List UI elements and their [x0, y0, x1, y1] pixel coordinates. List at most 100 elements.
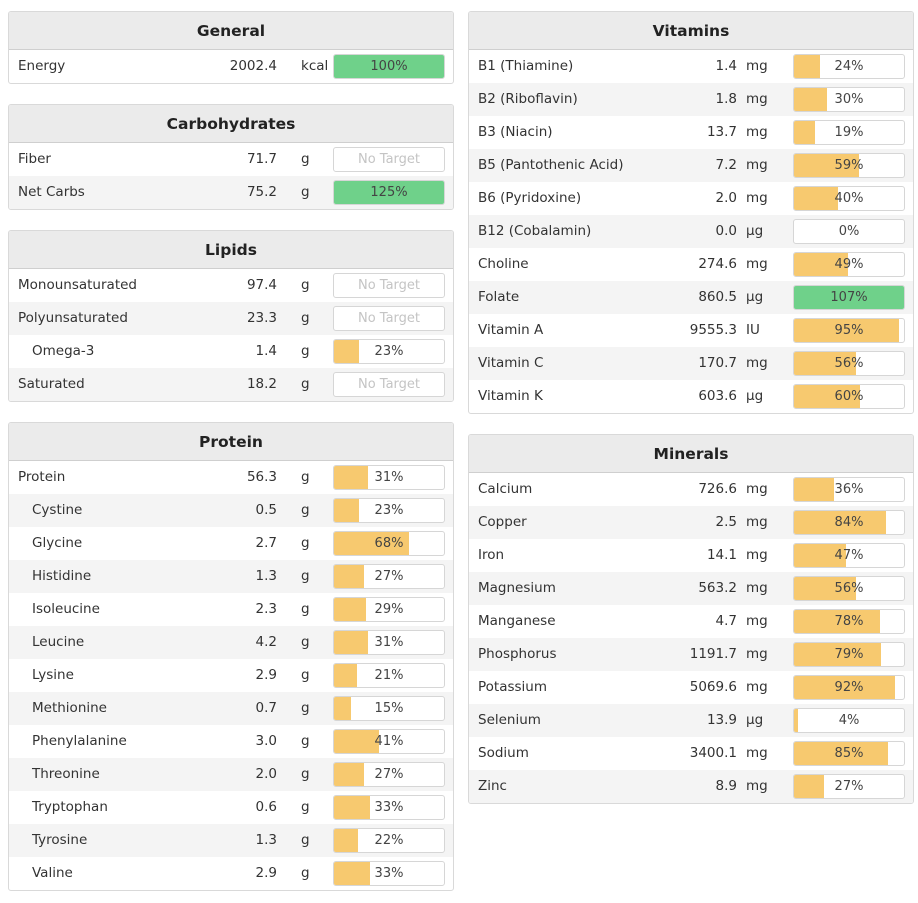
nutrient-row[interactable]: Vitamin C 170.7 mg 56%	[469, 347, 913, 380]
progress-fill	[794, 643, 881, 666]
nutrient-amount: 563.2	[698, 580, 737, 596]
nutrient-name: Lysine	[32, 667, 74, 683]
nutrient-amount: 1.4	[715, 58, 737, 74]
nutrient-row[interactable]: Lysine 2.9 g 21%	[9, 659, 453, 692]
nutrient-unit: µg	[746, 388, 764, 404]
nutrient-row[interactable]: Threonine 2.0 g 27%	[9, 758, 453, 791]
progress-fill	[794, 511, 887, 534]
panel-carbohydrates: Carbohydrates Fiber 71.7 g No Target Net Carb…	[8, 104, 454, 210]
panel-vitamins: Vitamins B1 (Thiamine) 1.4 mg 24% B2 (Ribofla…	[468, 11, 914, 414]
nutrient-name: Leucine	[32, 634, 85, 650]
nutrient-unit: g	[301, 667, 310, 683]
nutrient-row[interactable]: Manganese 4.7 mg 78%	[469, 605, 913, 638]
nutrient-row[interactable]: Protein 56.3 g 31%	[9, 461, 453, 494]
progress-label: 95%	[834, 323, 864, 338]
nutrient-name: Calcium	[478, 481, 533, 497]
nutrient-row[interactable]: B12 (Cobalamin) 0.0 µg 0%	[469, 215, 913, 248]
nutrient-name: Tyrosine	[32, 832, 88, 848]
nutrient-row[interactable]: Vitamin K 603.6 µg 60%	[469, 380, 913, 413]
nutrient-amount: 18.2	[246, 376, 277, 392]
nutrient-amount: 5069.6	[689, 679, 737, 695]
progress-fill	[794, 610, 880, 633]
nutrient-name: Phenylalanine	[32, 733, 127, 749]
target-progress-bar: No Target	[333, 273, 445, 298]
nutrient-row[interactable]: Folate 860.5 µg 107%	[469, 281, 913, 314]
nutrient-amount: 71.7	[246, 151, 277, 167]
nutrient-row[interactable]: Sodium 3400.1 mg 85%	[469, 737, 913, 770]
nutrient-name: Folate	[478, 289, 520, 305]
progress-fill	[794, 88, 827, 111]
nutrient-row[interactable]: Net Carbs 75.2 g 125%	[9, 176, 453, 209]
progress-label: 27%	[374, 569, 404, 584]
nutrient-row[interactable]: Calcium 726.6 mg 36%	[469, 473, 913, 506]
nutrient-row[interactable]: Histidine 1.3 g 27%	[9, 560, 453, 593]
nutrient-unit: mg	[746, 679, 768, 695]
nutrient-row[interactable]: Copper 2.5 mg 84%	[469, 506, 913, 539]
nutrient-unit: g	[301, 601, 310, 617]
nutrient-name: Fiber	[18, 151, 51, 167]
progress-label: 33%	[374, 800, 404, 815]
target-progress-bar: 40%	[793, 186, 905, 211]
target-progress-bar: 30%	[793, 87, 905, 112]
nutrient-row[interactable]: Cystine 0.5 g 23%	[9, 494, 453, 527]
progress-fill	[794, 577, 856, 600]
nutrient-row[interactable]: Phosphorus 1191.7 mg 79%	[469, 638, 913, 671]
target-progress-bar: 95%	[793, 318, 905, 343]
progress-label: 31%	[374, 635, 404, 650]
progress-fill	[334, 181, 444, 204]
nutrient-row[interactable]: Monounsaturated 97.4 g No Target	[9, 269, 453, 302]
nutrient-row[interactable]: B6 (Pyridoxine) 2.0 mg 40%	[469, 182, 913, 215]
nutrient-row[interactable]: Fiber 71.7 g No Target	[9, 143, 453, 176]
target-progress-bar: 84%	[793, 510, 905, 535]
nutrient-row[interactable]: Tyrosine 1.3 g 22%	[9, 824, 453, 857]
nutrient-amount: 13.9	[706, 712, 737, 728]
nutrient-name: Phosphorus	[478, 646, 557, 662]
nutrient-row[interactable]: Omega-3 1.4 g 23%	[9, 335, 453, 368]
nutrient-amount: 2.7	[255, 535, 277, 551]
nutrient-row[interactable]: Leucine 4.2 g 31%	[9, 626, 453, 659]
target-progress-bar: 19%	[793, 120, 905, 145]
nutrient-row[interactable]: B5 (Pantothenic Acid) 7.2 mg 59%	[469, 149, 913, 182]
nutrient-row[interactable]: Selenium 13.9 µg 4%	[469, 704, 913, 737]
nutrient-row[interactable]: Potassium 5069.6 mg 92%	[469, 671, 913, 704]
nutrient-row[interactable]: B1 (Thiamine) 1.4 mg 24%	[469, 50, 913, 83]
nutrient-row[interactable]: Vitamin A 9555.3 IU 95%	[469, 314, 913, 347]
progress-label: 85%	[834, 746, 864, 761]
progress-label: No Target	[357, 377, 421, 392]
panel-title: Carbohydrates	[9, 105, 453, 143]
nutrient-amount: 2.9	[255, 667, 277, 683]
progress-label: 56%	[834, 356, 864, 371]
nutrient-row[interactable]: Isoleucine 2.3 g 29%	[9, 593, 453, 626]
nutrient-row[interactable]: B3 (Niacin) 13.7 mg 19%	[469, 116, 913, 149]
nutrient-row[interactable]: Saturated 18.2 g No Target	[9, 368, 453, 401]
nutrient-row[interactable]: Methionine 0.7 g 15%	[9, 692, 453, 725]
progress-label: 36%	[834, 482, 864, 497]
progress-label: 107%	[830, 290, 868, 305]
nutrient-row[interactable]: Iron 14.1 mg 47%	[469, 539, 913, 572]
nutrient-amount: 97.4	[246, 277, 277, 293]
nutrient-row[interactable]: Choline 274.6 mg 49%	[469, 248, 913, 281]
progress-label: 40%	[834, 191, 864, 206]
target-progress-bar: 23%	[333, 339, 445, 364]
nutrient-amount: 603.6	[698, 388, 737, 404]
nutrient-unit: µg	[746, 223, 764, 239]
nutrient-amount: 4.2	[255, 634, 277, 650]
target-progress-bar: 0%	[793, 219, 905, 244]
nutrient-row[interactable]: Glycine 2.7 g 68%	[9, 527, 453, 560]
nutrient-row[interactable]: Zinc 8.9 mg 27%	[469, 770, 913, 803]
nutrient-amount: 23.3	[246, 310, 277, 326]
nutrient-name: B1 (Thiamine)	[478, 58, 574, 74]
target-progress-bar: 92%	[793, 675, 905, 700]
nutrient-unit: g	[301, 865, 310, 881]
nutrient-row[interactable]: Energy 2002.4 kcal 100%	[9, 50, 453, 83]
nutrient-row[interactable]: Phenylalanine 3.0 g 41%	[9, 725, 453, 758]
nutrient-unit: g	[301, 700, 310, 716]
nutrient-name: Potassium	[478, 679, 548, 695]
nutrient-row[interactable]: Valine 2.9 g 33%	[9, 857, 453, 890]
progress-label: 59%	[834, 158, 864, 173]
nutrient-row[interactable]: B2 (Riboflavin) 1.8 mg 30%	[469, 83, 913, 116]
nutrient-unit: mg	[746, 256, 768, 272]
nutrient-row[interactable]: Tryptophan 0.6 g 33%	[9, 791, 453, 824]
nutrient-row[interactable]: Magnesium 563.2 mg 56%	[469, 572, 913, 605]
nutrient-row[interactable]: Polyunsaturated 23.3 g No Target	[9, 302, 453, 335]
